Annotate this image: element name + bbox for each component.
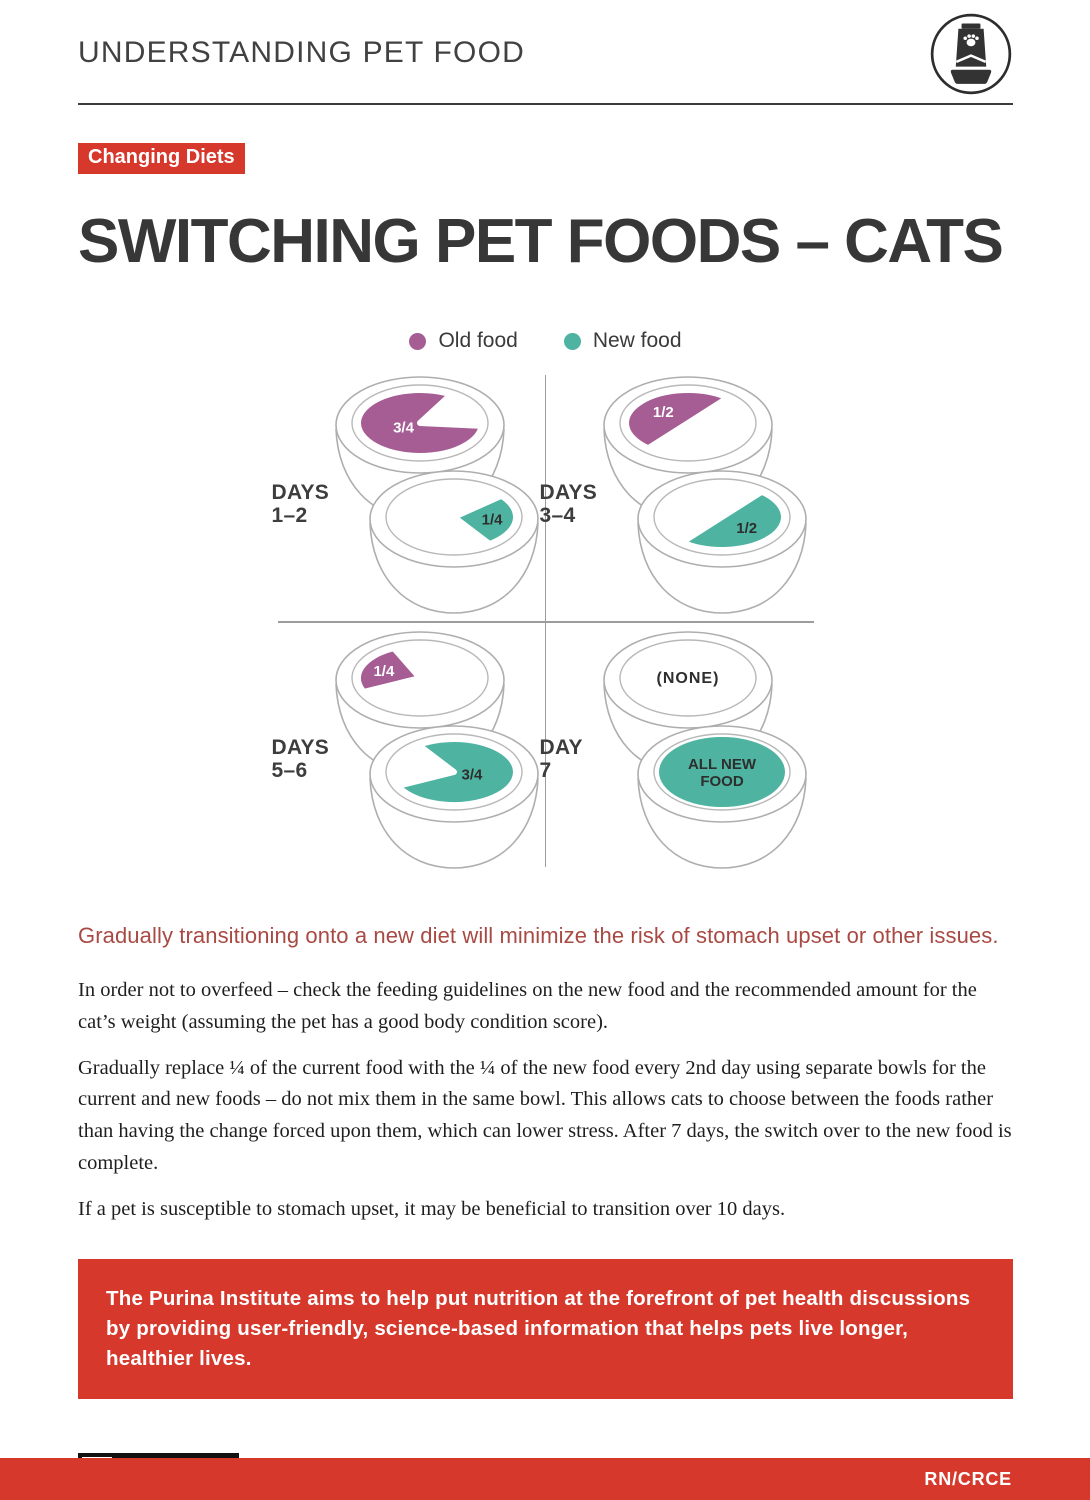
footer-bar: RN/CRCE bbox=[0, 1458, 1090, 1500]
legend: Old food New food bbox=[78, 329, 1013, 353]
quadrant-days-1-2: DAYS 1–2 3/4 1/4 bbox=[272, 367, 546, 622]
quadrant-days-5-6: DAYS 5–6 1/4 3/4 bbox=[272, 622, 546, 877]
pet-food-bag-icon bbox=[930, 13, 1012, 95]
body-paragraph-2: Gradually replace ¼ of the current food … bbox=[78, 1056, 1012, 1174]
legend-item-old-food: Old food bbox=[409, 329, 518, 353]
paw-print-icon bbox=[963, 34, 979, 47]
body-paragraph-1: In order not to overfeed – check the fee… bbox=[78, 979, 977, 1033]
bowl-illustration: 1/4 3/4 bbox=[334, 631, 539, 869]
footer-code: RN/CRCE bbox=[924, 1468, 1012, 1489]
quadrant-label: DAY 7 bbox=[539, 736, 583, 783]
body-paragraph-3: If a pet is susceptible to stomach upset… bbox=[78, 1197, 786, 1220]
transition-diagram: DAYS 1–2 3/4 1/4 DAYS 3–4 1/2 1/2 DAYS 5–6 1/4 3/… bbox=[272, 367, 814, 877]
page-header: UNDERSTANDING PET FOOD bbox=[78, 12, 1013, 96]
key-statement: Gradually transitioning onto a new diet … bbox=[78, 923, 999, 948]
svg-text:3/4: 3/4 bbox=[461, 767, 483, 784]
bowl-illustration: 3/4 1/4 bbox=[334, 376, 539, 614]
svg-text:1/4: 1/4 bbox=[481, 512, 503, 529]
quadrant-label: DAYS 1–2 bbox=[271, 481, 330, 528]
quadrant-label: DAYS 5–6 bbox=[271, 736, 330, 783]
header-divider bbox=[78, 103, 1013, 105]
svg-text:3/4: 3/4 bbox=[393, 420, 415, 437]
bowl-illustration: (NONE) ALL NEW FOOD bbox=[602, 631, 807, 869]
mission-banner-text: The Purina Institute aims to help put nu… bbox=[106, 1287, 971, 1370]
mission-banner: The Purina Institute aims to help put nu… bbox=[78, 1259, 1013, 1399]
bowl-illustration: 1/2 1/2 bbox=[602, 376, 807, 614]
header-title: UNDERSTANDING PET FOOD bbox=[78, 36, 525, 69]
legend-label: Old food bbox=[438, 329, 518, 352]
section-badge: Changing Diets bbox=[78, 143, 245, 174]
diagram-horizontal-divider bbox=[277, 621, 814, 623]
page-title: SWITCHING PET FOODS – CATS bbox=[78, 207, 1004, 276]
new-food-dot bbox=[563, 332, 581, 350]
quadrant-days-3-4: DAYS 3–4 1/2 1/2 bbox=[540, 367, 814, 622]
svg-text:1/4: 1/4 bbox=[373, 663, 395, 680]
quadrant-label: DAYS 3–4 bbox=[539, 481, 598, 528]
quadrant-day-7: DAY 7 (NONE) ALL NEW FOOD bbox=[540, 622, 814, 877]
svg-text:1/2: 1/2 bbox=[736, 520, 757, 537]
legend-label: New food bbox=[592, 329, 682, 352]
old-food-dot bbox=[409, 332, 427, 350]
svg-text:1/2: 1/2 bbox=[652, 404, 673, 421]
legend-item-new-food: New food bbox=[563, 329, 682, 353]
svg-text:(NONE): (NONE) bbox=[656, 670, 719, 687]
